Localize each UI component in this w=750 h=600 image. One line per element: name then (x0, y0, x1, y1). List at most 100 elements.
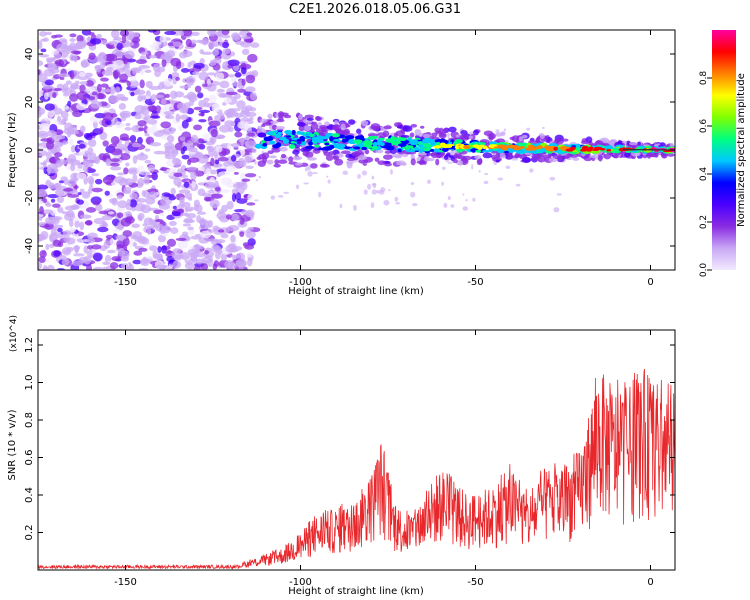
spectrogram-noise-mark (247, 238, 256, 247)
spectrogram-noise-mark (181, 154, 190, 160)
spectrogram-signal-halo (628, 141, 638, 146)
spectrogram-signal-core (266, 131, 274, 136)
spectrogram-noise-mark (151, 123, 158, 129)
spectrogram-noise-mark (107, 249, 116, 254)
spectrogram-y-ticks: -40 -20 0 20 40 (24, 48, 675, 254)
spectrogram-scatter-mark (526, 127, 531, 131)
spectrogram-noise-mark (102, 261, 111, 266)
spectrogram-noise-mark (200, 220, 211, 230)
snr-multiplier: (x10^4) (9, 315, 19, 352)
spectrogram-noise-mark (234, 192, 242, 201)
spectrogram-scatter-mark (312, 171, 318, 175)
spectrogram-noise-mark (131, 223, 141, 228)
spectrogram-noise-mark (93, 217, 105, 225)
spectrogram-signal-halo (364, 149, 370, 155)
spectrogram-noise-mark (160, 197, 172, 206)
spectrogram-noise-mark (91, 187, 103, 193)
spectrogram-noise-mark (165, 93, 170, 99)
snr-frame (37, 329, 676, 571)
spectrogram-noise-mark (239, 172, 247, 180)
y-tick-label: -20 (24, 190, 35, 206)
spectrogram-noise-mark (181, 119, 189, 129)
spectrogram-signal-halo (267, 150, 274, 155)
spectrogram-signal-core (331, 133, 340, 138)
spectrogram-noise-mark (231, 32, 241, 40)
spectrogram-signal-halo (439, 133, 446, 137)
spectrogram-noise-mark (147, 30, 157, 33)
spectrogram-noise-mark (221, 34, 231, 39)
spectrogram-noise-mark (136, 89, 146, 95)
spectrogram-signal-core (441, 146, 449, 153)
colorbar-tick-label: 0.0 (699, 263, 709, 278)
spectrogram-noise-mark (166, 250, 172, 254)
spectrogram-noise-mark (43, 37, 49, 42)
spectrogram-noise-mark (77, 192, 82, 196)
spectrogram-signal-core (353, 146, 361, 150)
spectrogram-signal-halo (269, 155, 277, 159)
spectrogram-signal-peak (433, 145, 443, 148)
spectrogram-signal-halo (423, 155, 430, 162)
spectrogram-scatter-mark (465, 198, 468, 202)
spectrogram-noise-mark (228, 126, 234, 133)
x-tick-label: 0 (647, 577, 653, 588)
spectrogram-scatter-mark (541, 126, 545, 129)
spectrogram-noise-mark (205, 190, 218, 194)
spectrogram-noise-mark (159, 35, 167, 43)
spectrogram-signal-halo (332, 124, 342, 131)
spectrogram-scatter-mark (390, 169, 393, 175)
spectrogram-signal-peak (531, 146, 538, 149)
spectrogram-signal-halo (280, 153, 287, 159)
spectrogram-signal-halo (495, 132, 503, 137)
spectrogram-noise-mark (70, 145, 76, 153)
spectrogram-noise-mark (179, 85, 191, 89)
spectrogram-signal-halo (488, 132, 496, 140)
spectrogram-signal-peak (525, 148, 533, 151)
spectrogram-noise-mark (209, 169, 218, 175)
spectrogram-signal-halo (572, 157, 580, 161)
spectrogram-noise-mark (83, 133, 91, 139)
spectrogram-noise-mark (175, 76, 180, 81)
spectrogram-noise-mark (166, 238, 177, 247)
spectrogram-noise-mark (99, 126, 104, 134)
spectrogram-scatter-mark (450, 204, 455, 208)
spectrogram-noise-mark (119, 30, 129, 37)
spectrogram-noise-mark (58, 73, 70, 78)
spectrogram-noise-mark (56, 195, 65, 204)
spectrogram-scatter-mark (412, 202, 418, 207)
spectrogram-signal-core (324, 142, 330, 146)
spectrogram-noise-mark (187, 61, 192, 68)
spectrogram-noise-mark (244, 244, 255, 250)
spectrogram-noise-mark (38, 90, 42, 99)
spectrogram-noise-mark (73, 245, 81, 251)
spectrogram-signal-halo (603, 153, 612, 160)
snr-xlabel: Height of straight line (km) (288, 586, 424, 597)
spectrogram-signal-halo (482, 152, 493, 159)
spectrogram-signal-halo (495, 159, 500, 163)
spectrogram-noise-mark (171, 251, 182, 260)
spectrogram-noise-mark (57, 241, 64, 248)
spectrogram-noise-mark (220, 233, 229, 239)
spectrogram-noise-mark (198, 112, 205, 117)
spectrogram-scatter-mark (327, 179, 331, 184)
spectrogram-signal-halo (270, 120, 279, 124)
spectrogram-noise-mark (195, 258, 203, 265)
spectrogram-signal-halo (455, 154, 463, 159)
spectrogram-noise-mark (191, 134, 199, 143)
spectrogram-noise-mark (150, 94, 157, 103)
spectrogram-noise-mark (124, 178, 134, 186)
spectrogram-noise-mark (44, 103, 56, 111)
spectrogram-signal-halo (307, 157, 317, 161)
spectrogram-noise-mark (137, 178, 145, 186)
spectrogram-noise-mark (169, 90, 178, 100)
spectrogram-signal-halo (552, 154, 563, 159)
spectrogram-noise-mark (117, 172, 125, 176)
spectrogram-noise-mark (182, 223, 192, 227)
spectrogram-signal-halo (375, 149, 384, 154)
spectrogram-noise-mark (138, 267, 149, 270)
spectrogram-noise-mark (132, 231, 143, 240)
spectrogram-noise-mark (172, 41, 182, 47)
spectrogram-noise-mark (64, 122, 73, 131)
spectrogram-noise-mark (136, 198, 147, 203)
spectrogram-noise-mark (54, 59, 64, 67)
spectrogram-noise-mark (190, 39, 197, 45)
